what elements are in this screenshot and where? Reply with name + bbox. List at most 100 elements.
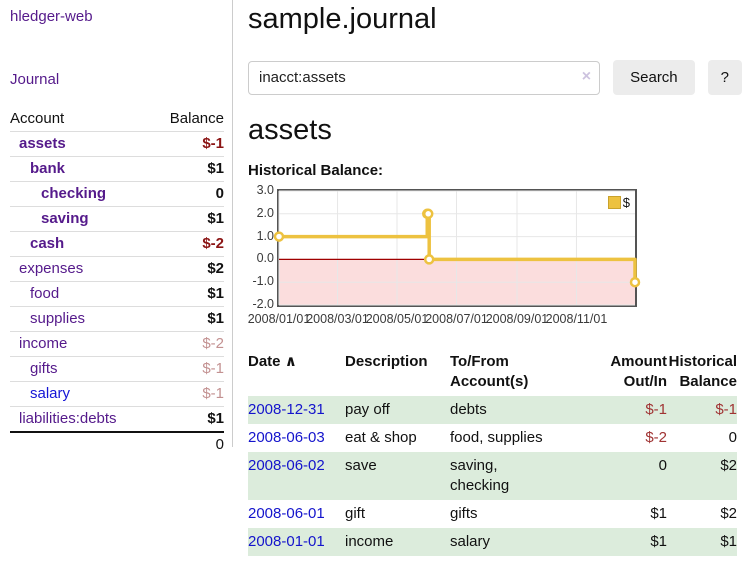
search-form: × Search ?	[248, 60, 742, 95]
sidebar-account-row: income $-2	[10, 331, 224, 356]
legend-label: $	[622, 195, 630, 210]
sidebar-account-link-checking[interactable]: checking	[41, 185, 107, 202]
register-cell-amount: $1	[650, 533, 667, 550]
brand-link[interactable]: hledger-web	[10, 8, 93, 25]
register-table: Date ∧ Description To/From Account(s) Amount…	[248, 348, 737, 556]
register-cell-amount: $1	[650, 505, 667, 522]
header-line: To/From	[450, 353, 509, 370]
x-tick-label: 2008/09/01	[485, 312, 549, 326]
x-tick-label: 2008/05/01	[365, 312, 429, 326]
register-cell-date: 2008-06-01	[248, 500, 345, 528]
account-line: checking	[450, 477, 510, 494]
sidebar-account-balance: 0	[215, 185, 224, 202]
sidebar-account-balance: $-2	[202, 235, 224, 252]
register-cell-date: 2008-06-03	[248, 424, 345, 452]
sidebar-account-row: liabilities:debts $1	[10, 406, 224, 431]
register-cell-balance: $2	[720, 457, 737, 474]
register-cell-balance: $2	[720, 505, 737, 522]
legend-swatch-icon	[607, 196, 621, 209]
sidebar-account-link-expenses[interactable]: expenses	[19, 260, 84, 277]
x-tick-label: 2008/11/01	[545, 312, 608, 326]
transaction-date-link[interactable]: 2008-06-01	[248, 505, 325, 522]
sidebar-account-row: salary $-1	[10, 381, 224, 406]
register-cell-amount: $-2	[645, 429, 667, 446]
sidebar-account-link-liabilities-debts[interactable]: liabilities:debts	[19, 410, 117, 427]
y-tick-label: 3.0	[256, 183, 274, 197]
register-cell-date: 2008-12-31	[248, 396, 345, 424]
x-tick-label: 2008/07/01	[425, 312, 488, 326]
register-cell-date: 2008-06-02	[248, 452, 345, 480]
sidebar-account-balance: $2	[207, 260, 224, 277]
register-cell-description: save	[345, 457, 377, 474]
sidebar-account-row: supplies $1	[10, 306, 224, 331]
sidebar-account-link-cash[interactable]: cash	[30, 235, 65, 252]
register-cell-balance: $-1	[715, 401, 737, 418]
register-row: 2008-01-01 income salary $1 $1	[248, 528, 737, 556]
sidebar-account-row: assets $-1	[10, 131, 224, 156]
sidebar-account-balance: $1	[207, 310, 224, 327]
y-tick-label: 1.0	[256, 228, 274, 243]
page-title: sample.journal	[248, 3, 437, 35]
transaction-date-link[interactable]: 2008-06-03	[248, 429, 325, 446]
search-help-button[interactable]: ?	[707, 60, 742, 95]
register-header-historical: Historical Balance	[667, 348, 737, 396]
account-line: food, supplies	[450, 429, 543, 446]
sidebar-account-balance: $1	[207, 160, 224, 177]
sidebar-account-link-assets[interactable]: assets	[19, 135, 66, 152]
sidebar: hledger-web Journal Account Balance asse…	[0, 0, 233, 453]
transaction-date-link[interactable]: 2008-06-02	[248, 457, 325, 474]
account-line: saving,	[450, 457, 498, 474]
register-header-description: Description	[345, 348, 450, 376]
accounts-tree-header: Account Balance	[10, 107, 224, 131]
sidebar-account-link-saving[interactable]: saving	[41, 210, 89, 227]
historical-balance-label: Historical Balance:	[248, 162, 384, 179]
sidebar-account-row: saving $1	[10, 206, 224, 231]
accounts-tree: Account Balance assets $-1 bank $1 checking 0…	[10, 107, 224, 456]
sidebar-account-link-salary[interactable]: salary	[30, 385, 71, 402]
sidebar-account-link-gifts[interactable]: gifts	[30, 360, 58, 377]
register-cell-description: eat & shop	[345, 429, 417, 446]
register-cell-description: pay off	[345, 401, 390, 418]
register-cell-accounts: food, supplies	[450, 424, 585, 452]
sidebar-account-balance: $1	[207, 210, 224, 227]
y-tick-label: 2.0	[256, 205, 274, 220]
x-tick-label: 2008/03/01	[306, 312, 369, 326]
sidebar-item-journal[interactable]: Journal	[10, 71, 60, 88]
register-row: 2008-06-02 save saving, checking 0 $2	[248, 452, 737, 500]
account-heading: assets	[248, 114, 332, 146]
search-input[interactable]	[248, 60, 601, 95]
register-cell-accounts: gifts	[450, 500, 585, 528]
header-line: Description	[345, 353, 428, 370]
clear-search-icon[interactable]: ×	[581, 67, 592, 85]
header-line: Balance	[679, 373, 737, 390]
chart-plot-area: $	[273, 189, 641, 307]
register-row: 2008-06-01 gift gifts $1 $2	[248, 500, 737, 528]
y-tick-label: -1.0	[252, 274, 274, 289]
sidebar-account-balance: $-1	[202, 135, 224, 152]
sidebar-account-link-food[interactable]: food	[30, 285, 60, 302]
header-line: Account(s)	[450, 373, 529, 390]
sidebar-account-balance: $-1	[202, 360, 224, 377]
x-tick-label: 2008/01/01	[247, 312, 311, 326]
register-cell-description: gift	[345, 505, 366, 522]
register-cell-balance: 0	[728, 429, 737, 446]
register-cell-balance: $1	[720, 533, 737, 550]
register-cell-accounts: saving, checking	[450, 452, 585, 500]
sidebar-account-balance: $1	[207, 285, 224, 302]
register-table-rows: 2008-12-31 pay off debts $-1 $-1 2008-06-03 ea…	[248, 396, 737, 556]
register-cell-amount: $-1	[645, 401, 667, 418]
transaction-date-link[interactable]: 2008-01-01	[248, 533, 325, 550]
header-line: Historical	[668, 353, 737, 370]
register-table-header: Date ∧ Description To/From Account(s) Amount…	[248, 348, 737, 396]
register-header-date[interactable]: Date ∧	[248, 348, 345, 376]
y-tick-label: -2.0	[252, 297, 274, 311]
register-row: 2008-12-31 pay off debts $-1 $-1	[248, 396, 737, 424]
sidebar-account-link-income[interactable]: income	[19, 335, 68, 352]
transaction-date-link[interactable]: 2008-12-31	[248, 401, 325, 418]
sidebar-account-row: bank $1	[10, 156, 224, 181]
sidebar-account-link-bank[interactable]: bank	[30, 160, 66, 177]
account-column-header: Account	[10, 110, 65, 127]
search-button[interactable]: Search	[613, 60, 695, 95]
search-input-wrap: ×	[248, 60, 601, 95]
sidebar-account-link-supplies[interactable]: supplies	[30, 310, 86, 327]
